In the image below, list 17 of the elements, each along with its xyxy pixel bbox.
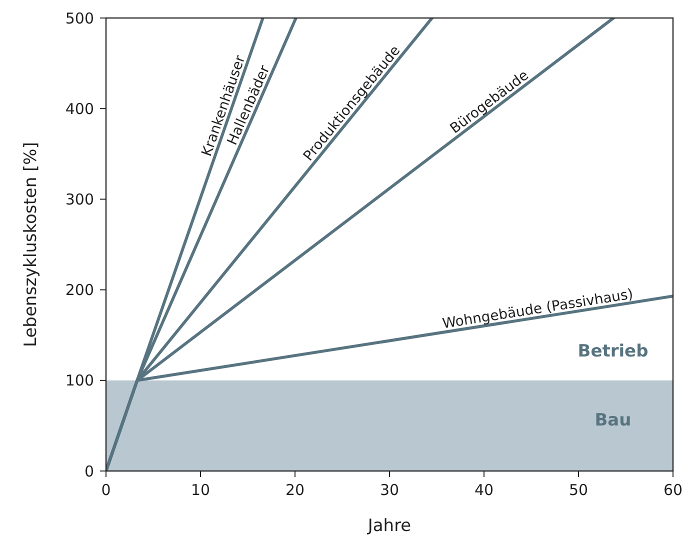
x-tick-label: 20 [285, 481, 305, 499]
y-tick-label: 100 [65, 372, 94, 390]
x-tick-label: 60 [663, 481, 683, 499]
x-tick-label: 50 [568, 481, 588, 499]
y-tick-label: 300 [65, 190, 94, 208]
annotation: Bau [594, 410, 632, 431]
x-tick-label: 10 [190, 481, 210, 499]
y-tick-label: 500 [65, 9, 94, 28]
x-tick-label: 40 [474, 481, 494, 499]
y-tick-label: 400 [65, 100, 94, 118]
x-tick-label: 0 [101, 481, 111, 499]
y-tick-label: 200 [65, 281, 94, 300]
x-tick-label: 30 [380, 481, 400, 499]
y-axis-title: Lebenszykluskosten [%] [21, 142, 41, 347]
y-tick-label: 0 [84, 462, 94, 480]
x-axis-title: Jahre [366, 516, 412, 536]
annotation: Betrieb [578, 341, 648, 362]
